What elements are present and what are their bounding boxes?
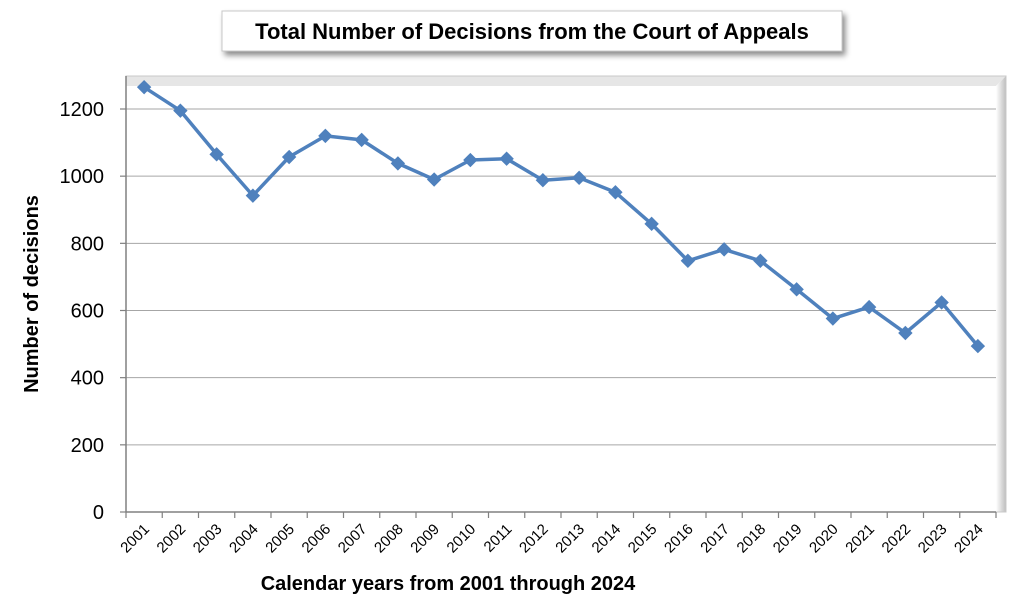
chart-title: Total Number of Decisions from the Court… — [255, 19, 809, 44]
gridlines — [126, 108, 996, 446]
data-point-2016 — [680, 253, 696, 269]
x-tick-label: 2017 — [697, 521, 733, 557]
x-tick-label: 2019 — [770, 521, 806, 557]
x-tick-label: 2004 — [226, 521, 262, 557]
x-tick-label: 2005 — [262, 521, 298, 557]
y-tick-labels: 0 200 400 600 800 1000 1200 — [60, 99, 126, 524]
data-point-2012 — [535, 172, 551, 188]
y-tick-label: 1200 — [60, 99, 105, 121]
axes — [125, 76, 997, 518]
y-tick-label: 800 — [71, 233, 104, 255]
data-point-2022 — [898, 325, 913, 341]
title-box-background — [221, 10, 843, 52]
data-point-2019 — [789, 282, 804, 297]
x-tick-label: 2013 — [552, 521, 588, 557]
plot-frame-right — [996, 76, 1006, 512]
data-point-2020 — [825, 311, 841, 326]
x-tick-label: 2014 — [589, 521, 625, 557]
y-tick-label: 200 — [71, 435, 104, 457]
x-tick-label: 2010 — [444, 521, 480, 557]
data-point-2004 — [245, 188, 261, 203]
series-line — [143, 85, 980, 348]
data-point-2015 — [644, 216, 659, 232]
x-tick-label: 2007 — [335, 521, 371, 557]
x-axis-title: Calendar years from 2001 through 2024 — [261, 573, 636, 595]
x-tick-label: 2001 — [117, 521, 153, 557]
data-point-2003 — [209, 147, 224, 162]
x-tick-labels: 2001 2002 2003 2004 2005 2006 2007 2008 2009 2010… — [117, 521, 986, 557]
data-series — [136, 79, 986, 354]
x-tick-label: 2020 — [806, 521, 842, 557]
data-point-2007 — [354, 132, 369, 148]
data-point-2006 — [318, 128, 333, 144]
data-point-2005 — [281, 149, 297, 165]
y-tick-label: 400 — [71, 368, 104, 390]
y-tick-label: 1000 — [60, 166, 105, 188]
x-tick-label: 2002 — [154, 521, 190, 557]
x-tick-label: 2015 — [625, 521, 661, 557]
chart-title-box: Total Number of Decisions from the Court… — [221, 10, 843, 52]
data-point-2018 — [753, 253, 768, 269]
data-point-2023 — [934, 295, 949, 310]
plot-frame-top — [126, 76, 1006, 86]
x-tick-label: 2021 — [842, 521, 878, 557]
x-tick-label: 2003 — [190, 521, 226, 557]
data-point-2001 — [136, 79, 152, 95]
plot-frame-border — [125, 75, 1007, 513]
data-point-2010 — [463, 152, 478, 168]
x-tick-label: 2023 — [915, 521, 951, 557]
x-tick-label: 2011 — [481, 521, 516, 556]
y-tick-label: 0 — [93, 502, 104, 524]
x-tick-label: 2012 — [516, 521, 552, 557]
data-point-2017 — [716, 242, 732, 257]
x-tick-label: 2024 — [951, 521, 987, 557]
x-tick-label: 2008 — [371, 521, 407, 557]
y-axis-title: Number of decisions — [21, 195, 43, 393]
x-tick-label: 2016 — [661, 521, 697, 557]
data-point-2024 — [970, 338, 986, 354]
x-tick-label: 2018 — [734, 521, 770, 557]
data-point-2008 — [390, 156, 406, 171]
x-tick-label: 2006 — [299, 521, 335, 557]
data-point-2009 — [426, 172, 442, 187]
x-tick-label: 2022 — [879, 521, 915, 557]
data-point-2002 — [173, 103, 188, 118]
plot-frame — [125, 75, 1007, 513]
data-point-2011 — [499, 151, 514, 166]
data-point-2014 — [608, 185, 623, 200]
y-tick-label: 600 — [71, 301, 104, 323]
data-point-2021 — [861, 299, 877, 315]
x-tick-label: 2009 — [407, 521, 443, 557]
data-point-2013 — [571, 170, 587, 186]
